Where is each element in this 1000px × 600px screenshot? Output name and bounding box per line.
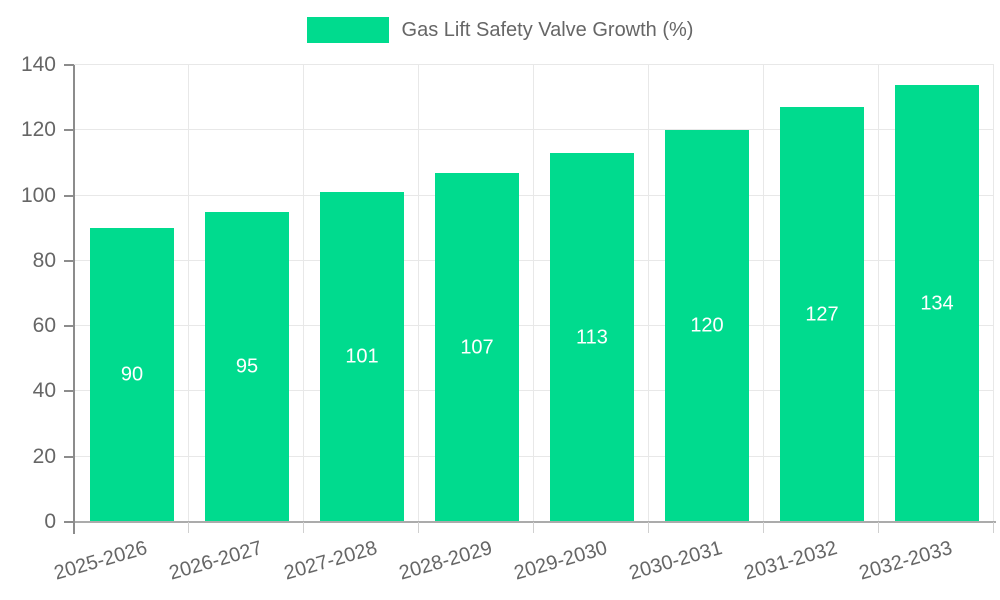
bar-value-label: 120 xyxy=(690,314,724,337)
y-gridline xyxy=(74,455,994,457)
bar-2026-2027[interactable]: 95 xyxy=(205,212,289,522)
y-axis-tick-label: 0 xyxy=(44,510,56,533)
x-axis-tick-label: 2029-2030 xyxy=(511,537,610,585)
y-tick-mark xyxy=(64,390,74,393)
x-gridline xyxy=(878,65,879,522)
plot-area: 90 95 101 107 113 120 127 134 xyxy=(74,64,994,522)
y-axis-tick-label: 80 xyxy=(32,248,56,272)
y-axis-tick-label: 100 xyxy=(20,183,56,207)
y-tick-mark xyxy=(64,194,74,197)
bar-value-label: 95 xyxy=(235,355,259,378)
y-gridline xyxy=(74,129,994,131)
y-tick-mark xyxy=(64,325,74,328)
x-axis-line xyxy=(74,521,996,523)
legend-swatch-icon xyxy=(306,17,389,43)
x-tick-mark xyxy=(73,522,75,533)
y-tick-mark xyxy=(64,129,74,132)
y-axis-line xyxy=(73,65,75,534)
bar-value-label: 113 xyxy=(576,326,608,348)
y-gridline xyxy=(74,194,994,196)
y-axis-tick-label: 120 xyxy=(20,118,56,142)
bar-2027-2028[interactable]: 101 xyxy=(320,192,404,522)
y-axis-tick-label: 140 xyxy=(20,53,56,76)
x-tick-mark xyxy=(303,522,304,533)
x-gridline xyxy=(303,65,304,522)
bar-2028-2029[interactable]: 107 xyxy=(435,173,519,522)
x-tick-mark xyxy=(878,522,879,533)
y-tick-mark xyxy=(64,64,74,66)
bar-value-label: 101 xyxy=(345,345,379,368)
bar-2030-2031[interactable]: 120 xyxy=(665,130,749,522)
bar-2029-2030[interactable]: 113 xyxy=(550,153,634,522)
y-gridline xyxy=(74,325,994,327)
x-axis-tick-label: 2031-2032 xyxy=(741,537,840,585)
x-axis-tick-label: 2027-2028 xyxy=(281,537,380,585)
x-gridline xyxy=(993,65,994,522)
bar-value-label: 127 xyxy=(805,303,839,325)
x-tick-mark xyxy=(188,522,189,533)
x-tick-mark xyxy=(418,522,419,533)
bar-value-label: 134 xyxy=(920,292,954,314)
y-axis-tick-label: 20 xyxy=(32,444,56,468)
bar-2031-2032[interactable]: 127 xyxy=(780,107,864,522)
y-gridline xyxy=(74,390,994,392)
x-axis-tick-label: 2028-2029 xyxy=(396,537,495,585)
bar-value-label: 90 xyxy=(120,363,144,386)
x-axis-tick-label: 2026-2027 xyxy=(166,537,265,585)
x-tick-mark xyxy=(763,522,764,533)
x-axis-tick-label: 2030-2031 xyxy=(626,537,725,585)
bar-2032-2033[interactable]: 134 xyxy=(895,85,979,522)
x-gridline xyxy=(763,65,764,522)
y-tick-mark xyxy=(64,455,74,458)
y-axis-tick-label: 40 xyxy=(32,379,56,403)
x-axis-tick-label: 2025-2026 xyxy=(51,537,150,585)
y-gridline xyxy=(74,64,994,65)
y-tick-mark xyxy=(64,521,74,523)
x-gridline xyxy=(533,65,534,522)
x-tick-mark xyxy=(533,522,534,533)
x-gridline xyxy=(188,65,189,522)
y-axis-tick-label: 60 xyxy=(32,314,56,338)
y-tick-mark xyxy=(64,259,74,262)
y-gridline xyxy=(74,259,994,261)
x-tick-mark xyxy=(993,522,994,533)
x-tick-mark xyxy=(648,522,649,533)
legend-label: Gas Lift Safety Valve Growth (%) xyxy=(401,18,694,41)
bar-value-label: 107 xyxy=(460,336,494,358)
x-axis-tick-label: 2032-2033 xyxy=(856,537,955,585)
x-gridline xyxy=(648,65,649,522)
bar-2025-2026[interactable]: 90 xyxy=(90,228,174,522)
x-gridline xyxy=(418,65,419,522)
chart-legend[interactable]: Gas Lift Safety Valve Growth (%) xyxy=(0,17,1000,43)
